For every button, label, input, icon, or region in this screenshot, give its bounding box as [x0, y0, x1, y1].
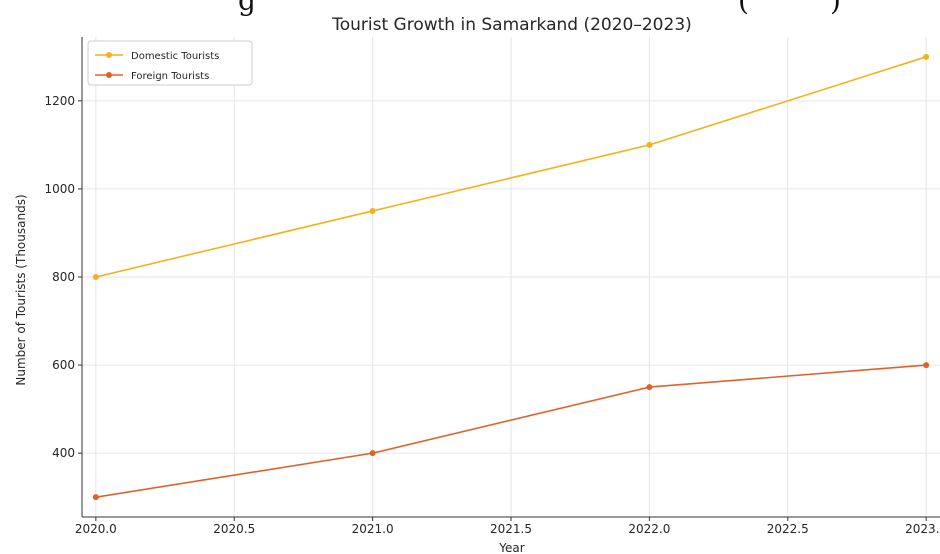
legend-box — [87, 40, 253, 86]
x-axis-title: Year — [498, 541, 524, 554]
x-tick-label: 2020.0 — [75, 522, 117, 536]
clipped-title-fragment-left: g — [238, 0, 256, 17]
clipped-title-fragment-right-close: ) — [830, 0, 841, 17]
y-axis-title: Number of Tourists (Thousands) — [14, 194, 28, 385]
legend-label-foreign: Foreign Tourists — [131, 71, 209, 82]
tick-labels: 2020.0 2020.5 2021.0 2021.5 2022.0 2022.5 2023… — [44, 94, 940, 536]
x-tick-label: 2021.0 — [352, 522, 394, 536]
clipped-title-fragment-right: ( — [738, 0, 749, 17]
y-tick-label: 1200 — [44, 94, 75, 108]
legend-label-domestic: Domestic Tourists — [131, 51, 219, 62]
data-point-domestic — [646, 141, 653, 148]
legend: Domestic Tourists Foreign Tourists — [87, 40, 253, 86]
data-point-domestic — [369, 207, 376, 214]
x-tick-label: 2023.0 — [905, 522, 940, 536]
y-tick-label: 1000 — [44, 182, 75, 196]
x-tick-label: 2022.5 — [767, 522, 809, 536]
data-point-foreign — [646, 384, 653, 391]
legend-marker-domestic — [106, 52, 112, 58]
x-tick-label: 2022.0 — [628, 522, 670, 536]
data-point-foreign — [923, 362, 930, 369]
data-point-domestic — [923, 53, 930, 60]
series — [92, 53, 930, 501]
x-tick-label: 2021.5 — [490, 522, 532, 536]
legend-marker-foreign — [106, 72, 112, 78]
data-point-domestic — [92, 274, 99, 280]
data-point-foreign — [92, 494, 99, 501]
data-point-foreign — [369, 450, 376, 457]
clipped-previous-title: g ( ) — [238, 0, 841, 17]
y-tick-label: 400 — [52, 446, 75, 460]
series-line-foreign — [95, 364, 927, 498]
grid — [82, 37, 940, 517]
y-tick-label: 800 — [52, 270, 75, 284]
x-tick-label: 2020.5 — [213, 522, 255, 536]
y-tick-label: 600 — [52, 358, 75, 372]
axes — [78, 37, 940, 521]
series-line-domestic — [95, 56, 927, 278]
chart-title: Tourist Growth in Samarkand (2020–2023) — [331, 15, 692, 35]
